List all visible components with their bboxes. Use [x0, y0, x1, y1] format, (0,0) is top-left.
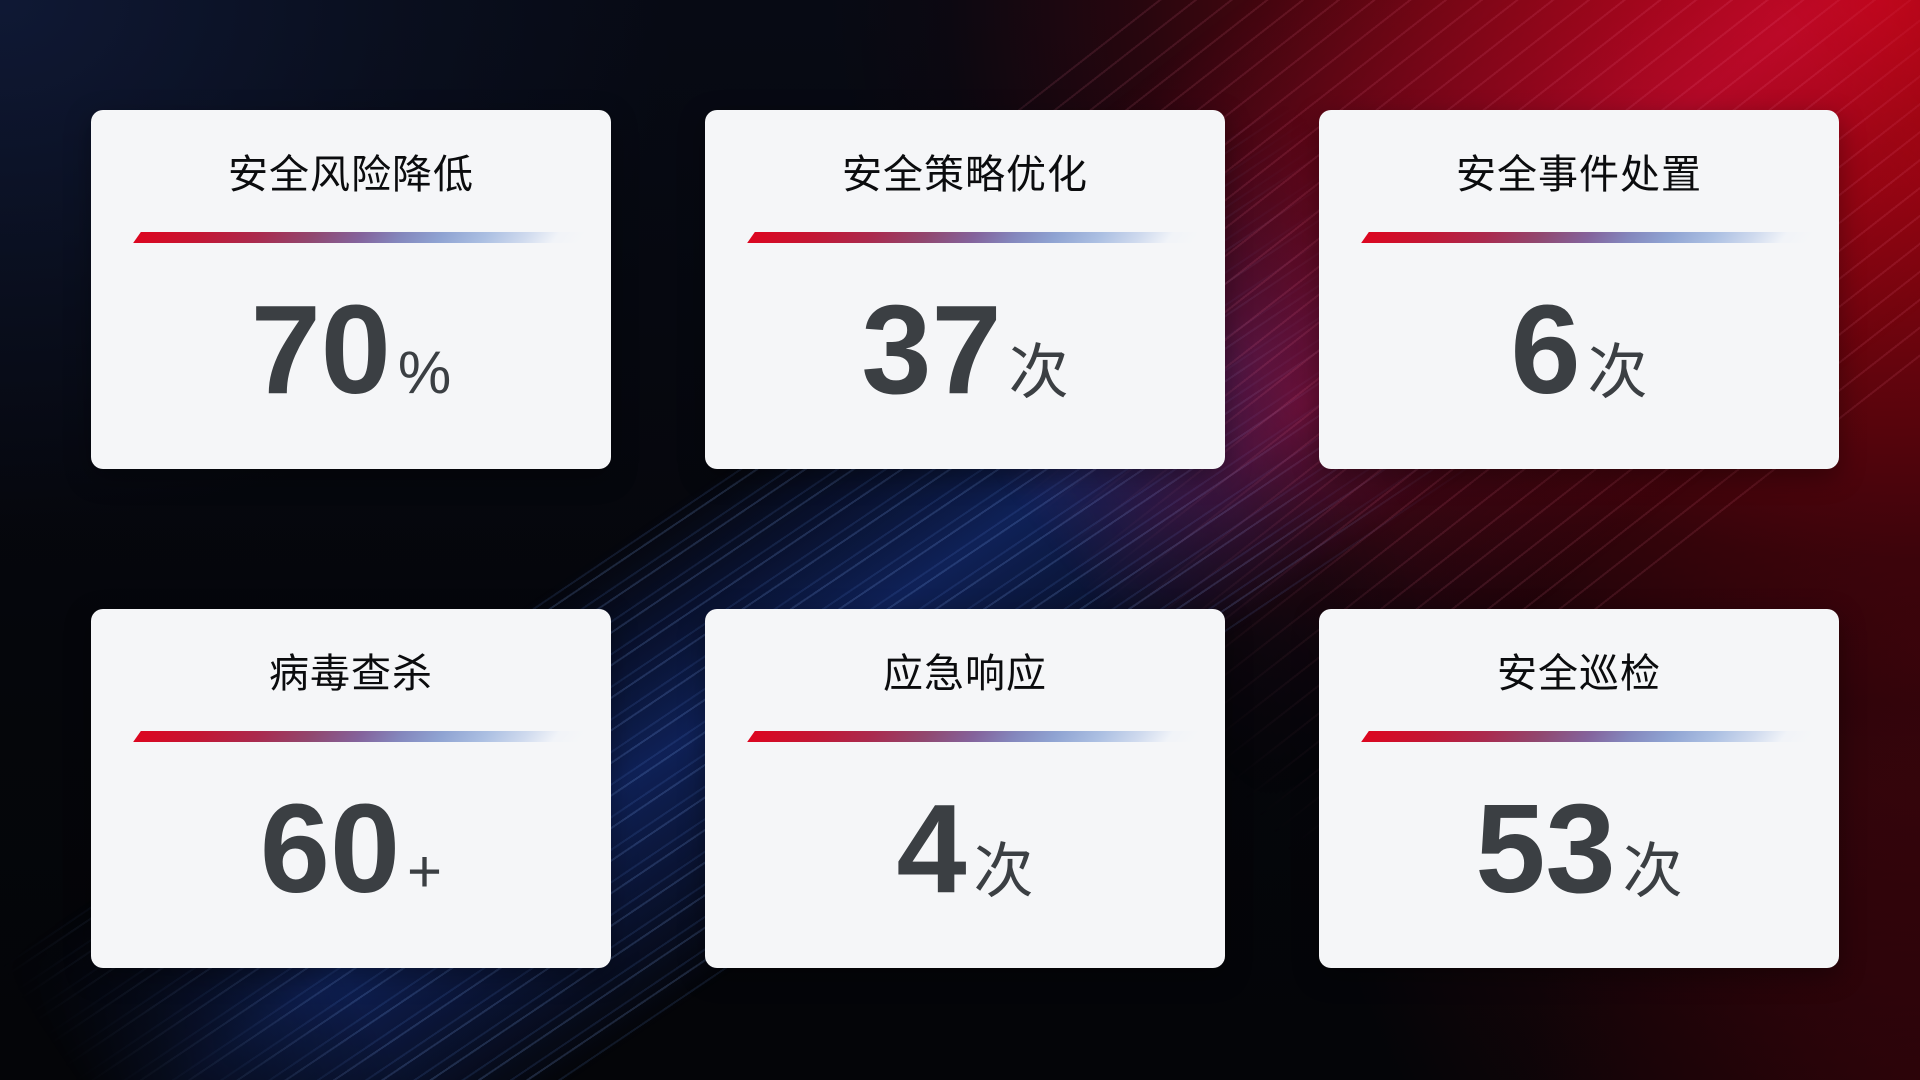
stat-unit: 次 [1008, 339, 1069, 406]
accent-divider-bar [133, 731, 587, 742]
stat-value-row: 53 次 [1365, 742, 1793, 968]
stat-card-4: 病毒查杀 60 + [91, 609, 611, 968]
stat-card-1: 安全风险降低 70% [91, 110, 611, 469]
stat-unit: 次 [1622, 838, 1683, 905]
stat-unit: + [407, 838, 443, 905]
stat-number: 60 [259, 778, 401, 919]
card-title: 应急响应 [883, 652, 1047, 696]
stat-unit: 次 [973, 838, 1034, 905]
accent-divider-bar [747, 232, 1201, 243]
stat-value-group: 53 次 [1475, 786, 1682, 912]
stat-value-row: 60 + [137, 742, 565, 968]
stat-value-group: 60 + [260, 786, 442, 912]
accent-divider [747, 232, 1201, 243]
stat-card-6: 安全巡检 53 次 [1319, 609, 1839, 968]
stat-value-group: 37 次 [861, 287, 1068, 413]
stat-value-row: 70% [137, 243, 565, 469]
stat-value-group: 70% [251, 287, 452, 413]
accent-divider [747, 731, 1201, 742]
stat-number: 37 [861, 279, 1002, 420]
card-title: 安全策略优化 [842, 153, 1088, 197]
stat-number: 6 [1510, 279, 1581, 420]
accent-divider [1361, 731, 1815, 742]
card-title: 安全风险降低 [228, 153, 474, 197]
card-title: 病毒查杀 [269, 652, 433, 696]
stat-unit: % [397, 339, 452, 406]
stat-unit: 次 [1587, 339, 1648, 406]
accent-divider [1361, 232, 1815, 243]
accent-divider-bar [1361, 731, 1815, 742]
stat-card-2: 安全策略优化 37 次 [705, 110, 1225, 469]
accent-divider-bar [747, 731, 1201, 742]
card-title: 安全事件处置 [1456, 153, 1702, 197]
stat-number: 53 [1475, 778, 1616, 919]
accent-divider [133, 232, 587, 243]
stat-number: 70 [250, 279, 391, 420]
stat-number: 4 [896, 778, 967, 919]
card-title: 安全巡检 [1497, 652, 1661, 696]
stat-value-row: 37 次 [751, 243, 1179, 469]
accent-divider [133, 731, 587, 742]
accent-divider-bar [133, 232, 587, 243]
accent-divider-bar [1361, 232, 1815, 243]
